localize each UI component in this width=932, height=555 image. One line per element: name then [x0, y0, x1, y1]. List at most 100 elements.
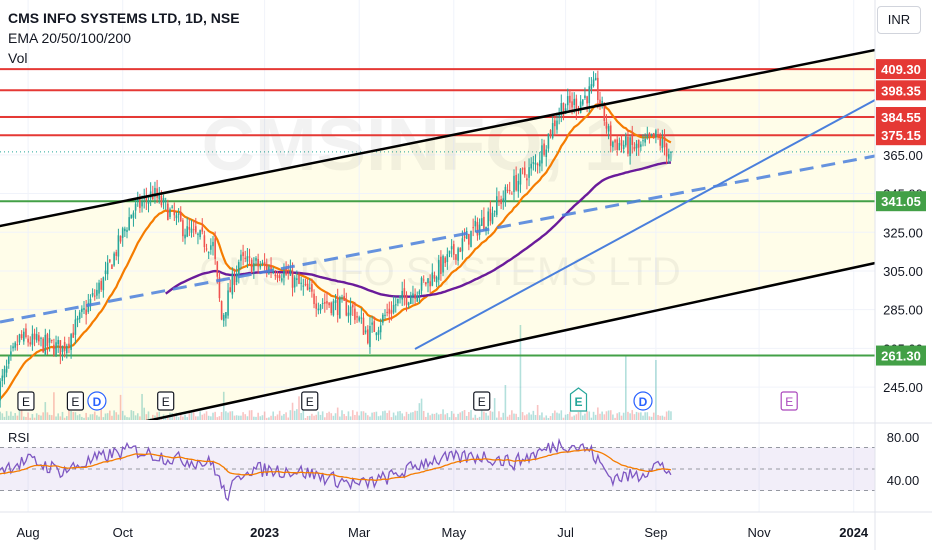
candle-body — [629, 137, 631, 157]
candle-body — [515, 174, 517, 191]
candle-body — [263, 262, 266, 265]
volume-bar — [392, 412, 395, 420]
volume-bar — [218, 416, 221, 420]
candle — [167, 199, 169, 221]
candle — [377, 326, 380, 342]
candle-body — [633, 146, 636, 150]
candle — [605, 114, 608, 134]
trend-line-dashed[interactable] — [0, 154, 875, 324]
volume-bar — [134, 415, 137, 420]
event-marker[interactable]: D — [87, 391, 107, 411]
candle-body — [530, 163, 532, 169]
candle-body — [448, 250, 451, 254]
volume-bar — [496, 417, 498, 420]
candle-body — [3, 369, 6, 378]
volume-bar — [177, 417, 180, 420]
trend-line-blue[interactable] — [414, 99, 875, 350]
volume-bar — [390, 417, 393, 420]
volume-bar — [190, 410, 193, 420]
volume-bar — [240, 415, 242, 420]
volume-bar — [265, 417, 268, 420]
candle — [50, 339, 53, 344]
earnings-badge — [17, 391, 35, 411]
channel-lower-line[interactable] — [0, 261, 880, 455]
candle — [326, 291, 328, 310]
rsi-indicator-label[interactable]: RSI — [8, 430, 30, 445]
volume-bar — [14, 413, 16, 420]
volume-bar — [231, 411, 234, 420]
price-level-tag[interactable]: 375.15 — [876, 125, 926, 146]
event-marker[interactable]: E — [780, 391, 798, 411]
candle — [382, 312, 384, 326]
candle — [179, 206, 182, 223]
volume-bar — [644, 412, 646, 420]
volume-bar — [336, 407, 339, 420]
volume-bar — [472, 417, 474, 420]
candle-body — [201, 227, 204, 232]
event-marker[interactable]: E — [301, 391, 319, 411]
candle-body — [308, 287, 311, 290]
ema-indicator-label[interactable]: EMA 20/50/100/200 — [8, 30, 131, 46]
price-level-tag[interactable]: 398.35 — [876, 80, 926, 101]
channel-upper-line[interactable] — [0, 48, 880, 228]
event-marker[interactable]: E — [473, 391, 491, 411]
candle — [311, 278, 313, 298]
volume-bar — [388, 410, 391, 420]
event-marker[interactable]: E — [17, 391, 35, 411]
volume-bar — [93, 411, 96, 420]
candle — [207, 251, 210, 259]
volume-bar — [85, 412, 87, 420]
volume-bar — [670, 411, 672, 420]
price-level-tag[interactable]: 261.30 — [876, 345, 926, 366]
volume-bar — [455, 417, 457, 420]
event-marker[interactable]: D — [633, 391, 653, 411]
price-level-tag[interactable]: 384.55 — [876, 107, 926, 127]
candle-body — [289, 269, 292, 276]
candle-body — [300, 282, 302, 284]
candle — [281, 274, 283, 283]
volume-bar — [136, 413, 139, 420]
event-marker[interactable]: E — [157, 391, 175, 411]
volume-bar — [554, 410, 556, 420]
candle-body — [498, 199, 500, 201]
price-level-tag[interactable]: 409.30 — [876, 59, 926, 80]
candle-body — [212, 241, 214, 247]
currency-button[interactable]: INR — [877, 6, 921, 34]
candle-body — [214, 238, 216, 259]
volume-bar — [321, 411, 324, 420]
volume-bar — [551, 413, 554, 420]
volume-bar — [371, 412, 373, 420]
candle-body — [354, 308, 356, 320]
candle-body — [429, 281, 431, 287]
volume-bar — [263, 411, 266, 420]
candle — [549, 129, 552, 139]
candle — [184, 228, 186, 245]
candle — [308, 278, 311, 293]
volume-bar — [579, 411, 582, 420]
candle-body — [283, 270, 285, 278]
candle-body — [317, 308, 320, 311]
volume-bar — [197, 416, 199, 420]
volume-indicator-label[interactable]: Vol — [8, 50, 28, 66]
event-marker[interactable]: E — [569, 387, 588, 412]
candle-body — [70, 334, 72, 350]
symbol-title[interactable]: CMS INFO SYSTEMS LTD, 1D, NSE — [8, 10, 240, 26]
candle-body — [343, 295, 345, 301]
volume-bar — [76, 415, 79, 420]
candle — [670, 151, 672, 162]
candle — [117, 228, 120, 265]
volume-bar — [326, 412, 328, 420]
candle — [545, 145, 548, 167]
candle-body — [311, 284, 313, 292]
price-level-tag[interactable]: 341.05 — [876, 191, 926, 212]
volume-bar — [450, 411, 453, 420]
candle-body — [532, 162, 535, 164]
time-tick-label: May — [442, 525, 467, 540]
volume-bar — [205, 411, 208, 420]
price-tag-bg — [876, 125, 926, 146]
event-marker[interactable]: E — [66, 391, 85, 411]
candle — [238, 259, 240, 284]
candle — [104, 261, 107, 281]
candle — [74, 309, 77, 345]
candle-body — [57, 340, 59, 345]
